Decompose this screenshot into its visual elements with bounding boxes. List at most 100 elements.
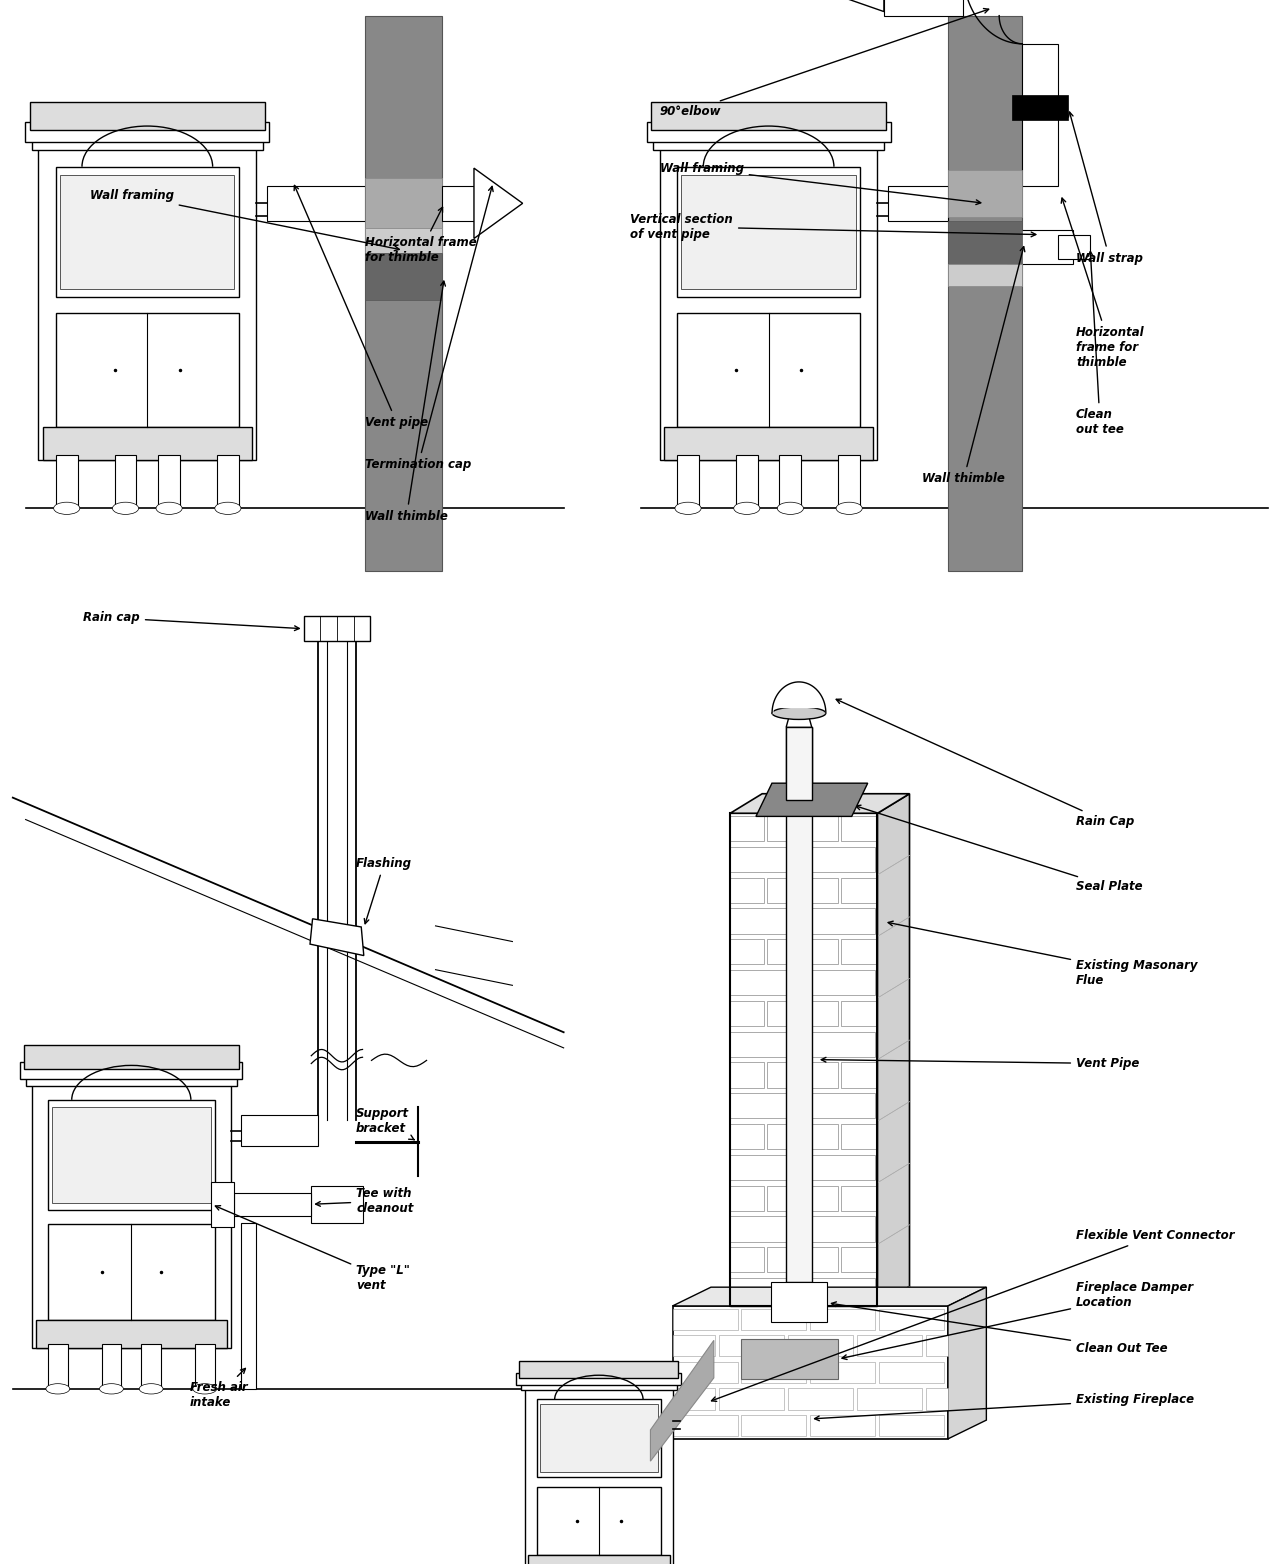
Bar xyxy=(365,16,442,571)
Bar xyxy=(678,455,699,508)
Bar xyxy=(1012,95,1068,120)
Polygon shape xyxy=(787,713,812,727)
Bar xyxy=(767,1001,838,1026)
Bar xyxy=(879,1309,944,1329)
Ellipse shape xyxy=(193,1384,216,1394)
Bar xyxy=(767,816,838,841)
Bar xyxy=(719,1389,784,1409)
Bar xyxy=(840,1186,877,1211)
Ellipse shape xyxy=(772,707,826,719)
Bar xyxy=(195,1343,215,1389)
Ellipse shape xyxy=(215,502,241,515)
Bar xyxy=(365,253,442,300)
Text: Support
bracket: Support bracket xyxy=(356,1107,414,1140)
Text: Type "L"
vent: Type "L" vent xyxy=(215,1206,410,1292)
Bar xyxy=(948,170,1022,217)
Ellipse shape xyxy=(156,502,182,515)
Bar xyxy=(660,142,877,460)
Bar xyxy=(673,1389,715,1409)
Ellipse shape xyxy=(836,502,862,515)
Bar xyxy=(36,1320,227,1348)
Bar xyxy=(767,940,838,965)
Polygon shape xyxy=(756,784,867,816)
Bar xyxy=(519,1361,679,1378)
Bar xyxy=(879,1415,944,1436)
Bar xyxy=(678,313,860,427)
Bar xyxy=(29,102,265,130)
Bar xyxy=(101,1343,122,1389)
Bar xyxy=(948,221,1022,264)
Bar xyxy=(804,909,875,934)
Bar xyxy=(268,186,365,221)
Bar xyxy=(810,1415,875,1436)
Bar xyxy=(365,228,442,253)
Bar xyxy=(159,455,179,508)
Text: Termination cap: Termination cap xyxy=(365,186,493,471)
Text: Wall framing: Wall framing xyxy=(90,189,400,250)
Polygon shape xyxy=(310,918,364,956)
Bar xyxy=(1022,44,1058,186)
Bar xyxy=(60,175,234,289)
Bar xyxy=(730,1093,801,1118)
Text: Existing Masonary
Flue: Existing Masonary Flue xyxy=(888,921,1198,987)
Bar xyxy=(767,1062,838,1087)
Bar xyxy=(926,1389,948,1409)
Bar xyxy=(735,455,758,508)
Bar xyxy=(26,122,269,142)
Bar xyxy=(664,427,874,460)
Bar xyxy=(730,816,763,841)
Bar xyxy=(730,877,763,902)
Bar xyxy=(804,1278,875,1303)
Bar xyxy=(767,1125,838,1150)
Bar xyxy=(47,1223,215,1320)
Bar xyxy=(838,455,860,508)
Text: Seal Plate: Seal Plate xyxy=(856,805,1143,893)
Bar xyxy=(840,877,877,902)
Bar xyxy=(730,1278,801,1303)
Text: 90°elbow: 90°elbow xyxy=(660,8,989,117)
Bar xyxy=(38,142,256,460)
Text: Fireplace Damper
Location: Fireplace Damper Location xyxy=(842,1281,1193,1359)
Bar xyxy=(730,970,801,995)
Bar xyxy=(211,1182,234,1226)
Bar xyxy=(673,1306,948,1439)
Bar xyxy=(673,1336,715,1356)
Ellipse shape xyxy=(100,1384,123,1394)
Bar xyxy=(51,1107,210,1203)
Text: Wall strap: Wall strap xyxy=(1068,113,1143,264)
Text: Wall thimble: Wall thimble xyxy=(365,282,448,522)
Bar xyxy=(115,455,136,508)
Bar xyxy=(926,1336,948,1356)
Bar xyxy=(787,727,812,1282)
Text: Flexible Vent Connector: Flexible Vent Connector xyxy=(711,1229,1235,1401)
Bar xyxy=(804,970,875,995)
Polygon shape xyxy=(651,1340,714,1461)
Bar xyxy=(234,1193,311,1215)
Bar xyxy=(1058,235,1090,260)
Bar xyxy=(56,167,238,297)
Polygon shape xyxy=(474,167,523,238)
Bar xyxy=(787,727,812,799)
Bar xyxy=(730,846,801,873)
Bar xyxy=(948,264,1022,286)
Text: Rain Cap: Rain Cap xyxy=(836,699,1134,827)
Bar xyxy=(884,0,963,16)
Bar xyxy=(840,816,877,841)
Ellipse shape xyxy=(734,502,760,515)
Bar xyxy=(804,1093,875,1118)
Bar xyxy=(767,1186,838,1211)
Bar xyxy=(730,1154,801,1179)
Bar xyxy=(304,616,370,641)
Ellipse shape xyxy=(46,1384,69,1394)
Bar xyxy=(840,1247,877,1273)
Bar xyxy=(516,1373,681,1386)
Bar xyxy=(742,1309,806,1329)
Bar xyxy=(442,186,474,221)
Polygon shape xyxy=(673,1287,986,1306)
Bar xyxy=(742,1362,806,1383)
Bar xyxy=(673,1309,738,1329)
Bar xyxy=(788,1336,853,1356)
Bar xyxy=(857,1389,922,1409)
Bar xyxy=(528,1555,670,1564)
Text: Vent pipe: Vent pipe xyxy=(295,186,428,429)
